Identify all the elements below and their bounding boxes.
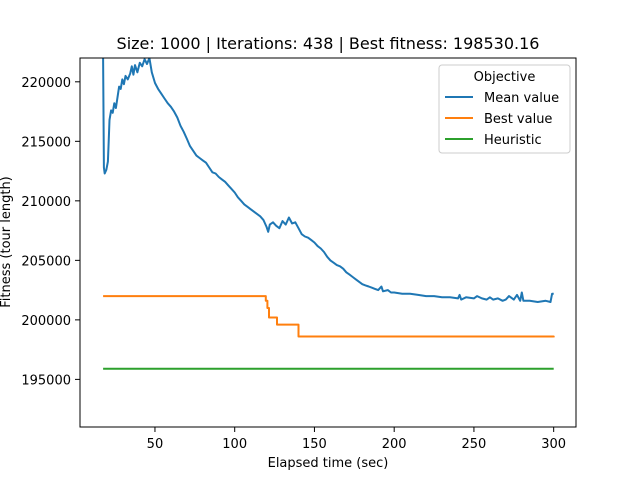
x-tick-label: 150 <box>302 437 327 452</box>
x-tick-label: 50 <box>147 437 164 452</box>
x-tick-label: 100 <box>222 437 247 452</box>
chart-title: Size: 1000 | Iterations: 438 | Best fitn… <box>117 34 540 53</box>
y-tick-label: 210000 <box>21 195 71 210</box>
series-line-best-value <box>103 295 555 338</box>
legend-box <box>438 64 571 154</box>
y-tick-label: 205000 <box>21 254 71 269</box>
legend-label-heuristic: Heuristic <box>484 133 542 148</box>
axes-frame <box>79 57 577 428</box>
legend-label-best: Best value <box>484 112 552 127</box>
legend-label-mean: Mean value <box>484 91 559 106</box>
plot-area <box>102 58 555 370</box>
y-tick-label: 195000 <box>21 373 71 388</box>
x-tick-label: 200 <box>382 437 407 452</box>
series-line-mean-value <box>102 58 554 303</box>
y-tick-label: 200000 <box>21 314 71 329</box>
y-tick-label: 215000 <box>21 135 71 150</box>
legend-title: Objective <box>474 70 536 85</box>
x-tick-label: 300 <box>541 437 566 452</box>
x-tick-label: 250 <box>462 437 487 452</box>
legend: Objective Mean value Best value Heuristi… <box>438 64 571 154</box>
y-tick-label: 220000 <box>21 76 71 91</box>
y-axis: 195000 200000 205000 210000 215000 220000 <box>21 76 80 388</box>
x-axis-label: Elapsed time (sec) <box>268 456 389 471</box>
x-axis: 50 100 150 200 250 300 <box>147 427 566 452</box>
y-axis-label: Fitness (tour length) <box>0 176 14 308</box>
